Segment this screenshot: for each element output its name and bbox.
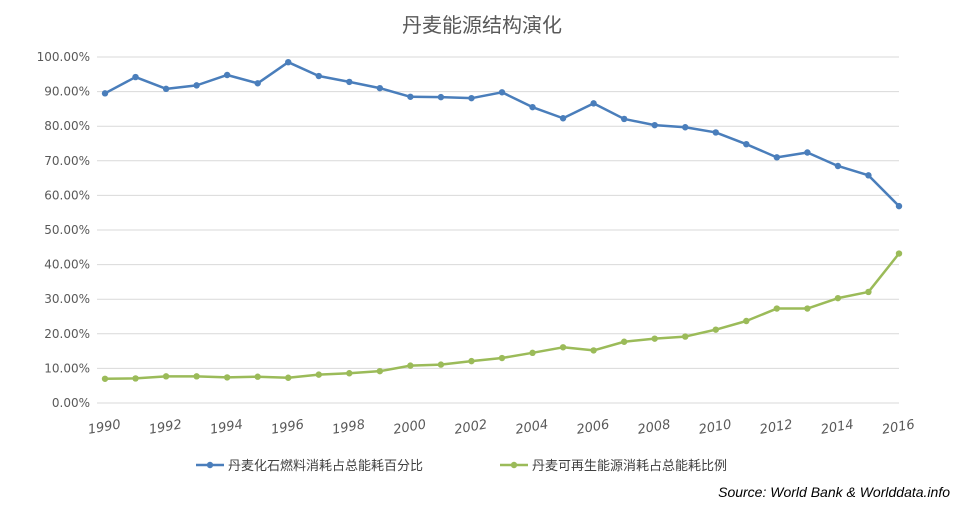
y-tick-label: 80.00% <box>44 119 90 133</box>
data-point <box>193 373 200 380</box>
data-point <box>193 82 200 89</box>
y-tick-label: 30.00% <box>44 292 90 306</box>
gridlines <box>97 56 899 404</box>
data-point <box>773 305 781 312</box>
data-point <box>834 294 842 302</box>
data-point <box>651 335 658 342</box>
y-tick-label: 10.00% <box>44 361 90 375</box>
data-point <box>682 333 689 340</box>
x-tick-label: 2016 <box>881 417 916 438</box>
source-note: Source: World Bank & Worlddata.info <box>718 484 950 500</box>
data-point <box>590 347 597 354</box>
y-tick-label: 50.00% <box>44 223 90 237</box>
data-point <box>468 94 475 102</box>
series-0 <box>101 58 903 210</box>
x-tick-label: 2010 <box>698 417 733 438</box>
data-point <box>865 172 872 179</box>
data-point <box>437 361 445 368</box>
data-point <box>101 375 109 382</box>
legend-item-fossil: 丹麦化石燃料消耗占总能耗百分比 <box>196 458 423 474</box>
x-tick-label: 1990 <box>87 417 122 438</box>
data-point <box>437 93 445 101</box>
data-point <box>804 149 811 156</box>
data-point <box>254 80 261 87</box>
data-point <box>773 154 781 161</box>
y-tick-label: 60.00% <box>44 188 90 202</box>
data-point <box>498 89 506 96</box>
x-tick-label: 2002 <box>453 417 488 438</box>
data-point <box>132 73 139 81</box>
series-lines <box>101 58 903 382</box>
y-tick-label: 40.00% <box>44 258 90 272</box>
x-tick-label: 2012 <box>759 417 794 438</box>
data-point <box>346 370 353 377</box>
data-point <box>132 375 139 382</box>
data-point <box>254 373 261 380</box>
data-point <box>407 93 414 100</box>
x-tick-label: 1998 <box>331 417 366 438</box>
data-point <box>559 344 567 351</box>
series-line <box>104 60 900 208</box>
data-point <box>620 338 628 345</box>
data-point <box>315 72 322 80</box>
legend-marker-fossil <box>206 461 214 469</box>
x-axis-tick-labels: 1990 1992 1994 1996 1998 2000 2002 2004 2006 2008… <box>87 417 916 438</box>
data-point <box>346 78 353 86</box>
y-tick-label: 100.00% <box>37 50 90 64</box>
data-point <box>651 121 658 129</box>
data-point <box>498 354 506 362</box>
legend-marker-renewable <box>510 461 518 469</box>
data-point <box>895 202 903 210</box>
series-1 <box>101 250 903 382</box>
x-tick-label: 2014 <box>820 417 855 438</box>
x-tick-label: 1992 <box>148 417 183 438</box>
y-axis-tick-labels: 0.00% 10.00% 20.00% 30.00% 40.00% 50.00% 60.00… <box>37 50 90 410</box>
legend: 丹麦化石燃料消耗占总能耗百分比 丹麦可再生能源消耗占总能耗比例 <box>196 458 727 474</box>
data-point <box>529 349 536 357</box>
data-point <box>743 317 750 325</box>
x-tick-label: 1994 <box>209 417 244 438</box>
data-point <box>376 84 384 92</box>
data-point <box>285 374 292 381</box>
data-point <box>407 362 414 369</box>
data-point <box>895 250 903 257</box>
y-tick-label: 70.00% <box>44 154 90 168</box>
data-point <box>285 58 292 66</box>
data-point <box>590 100 597 107</box>
data-point <box>529 103 536 111</box>
chart-title: 丹麦能源结构演化 <box>402 13 562 37</box>
data-point <box>620 115 628 123</box>
data-point <box>162 373 170 380</box>
data-point <box>315 371 322 378</box>
legend-item-renewable: 丹麦可再生能源消耗占总能耗比例 <box>500 459 727 474</box>
x-tick-label: 2006 <box>575 417 610 438</box>
data-point <box>101 90 109 97</box>
data-point <box>468 357 475 365</box>
x-tick-label: 2008 <box>636 417 671 438</box>
data-point <box>743 140 750 148</box>
legend-label-fossil: 丹麦化石燃料消耗占总能耗百分比 <box>228 458 423 474</box>
data-point <box>865 288 872 296</box>
x-tick-label: 1996 <box>270 417 305 438</box>
x-tick-label: 2004 <box>514 417 549 438</box>
data-point <box>376 367 384 375</box>
y-tick-label: 0.00% <box>52 396 90 410</box>
data-point <box>834 162 842 170</box>
data-point <box>223 374 231 381</box>
data-point <box>162 85 170 93</box>
y-tick-label: 20.00% <box>44 327 90 341</box>
data-point <box>804 305 811 312</box>
legend-label-renewable: 丹麦可再生能源消耗占总能耗比例 <box>532 459 727 474</box>
x-tick-label: 2000 <box>392 417 427 438</box>
y-tick-label: 90.00% <box>44 85 90 99</box>
data-point <box>682 124 689 131</box>
data-point <box>559 115 567 122</box>
data-point <box>712 326 719 333</box>
data-point <box>712 129 719 136</box>
data-point <box>223 71 231 79</box>
